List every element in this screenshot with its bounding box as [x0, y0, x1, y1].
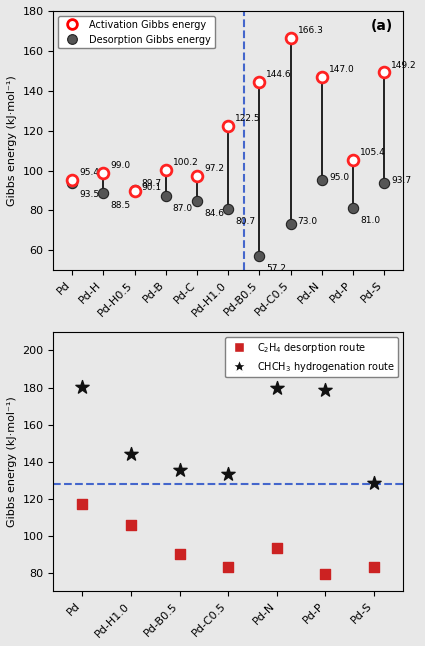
Y-axis label: Gibbs energy (kJ·mol⁻¹): Gibbs energy (kJ·mol⁻¹) — [7, 75, 17, 206]
Activation Gibbs energy — [69, 174, 76, 185]
Desorption Gibbs energy — [256, 251, 263, 261]
C$_2$H$_4$ desorption route — [322, 568, 329, 579]
C$_2$H$_4$ desorption route — [371, 562, 377, 572]
Desorption Gibbs energy — [194, 196, 201, 206]
Text: (b): (b) — [370, 340, 393, 354]
Activation Gibbs energy — [162, 165, 169, 175]
Legend: Activation Gibbs energy, Desorption Gibbs energy: Activation Gibbs energy, Desorption Gibb… — [58, 16, 215, 48]
Activation Gibbs energy — [194, 171, 201, 182]
Activation Gibbs energy — [350, 154, 357, 165]
Legend: C$_2$H$_4$ desorption route, CHCH$_3$ hydrogenation route: C$_2$H$_4$ desorption route, CHCH$_3$ hy… — [225, 337, 398, 377]
Text: 147.0: 147.0 — [329, 65, 354, 74]
C$_2$H$_4$ desorption route — [128, 519, 134, 530]
Desorption Gibbs energy — [318, 175, 325, 185]
CHCH$_3$ hydrogenation route — [322, 385, 329, 395]
Activation Gibbs energy — [100, 167, 107, 178]
Text: 95.0: 95.0 — [329, 173, 349, 182]
Activation Gibbs energy — [287, 33, 294, 43]
Text: 87.0: 87.0 — [173, 204, 193, 213]
C$_2$H$_4$ desorption route — [176, 549, 183, 559]
Text: (a): (a) — [371, 19, 393, 33]
Text: 99.0: 99.0 — [110, 161, 130, 170]
CHCH$_3$ hydrogenation route — [128, 449, 134, 459]
Text: 88.5: 88.5 — [110, 202, 130, 211]
Text: 144.6: 144.6 — [266, 70, 292, 79]
Text: 95.4: 95.4 — [79, 168, 99, 177]
Text: 100.2: 100.2 — [173, 158, 198, 167]
CHCH$_3$ hydrogenation route — [225, 468, 232, 479]
Text: 81.0: 81.0 — [360, 216, 380, 225]
Desorption Gibbs energy — [69, 178, 76, 189]
Text: 105.4: 105.4 — [360, 148, 386, 157]
Text: 122.5: 122.5 — [235, 114, 261, 123]
Text: 97.2: 97.2 — [204, 164, 224, 173]
Text: 93.7: 93.7 — [391, 176, 411, 185]
Desorption Gibbs energy — [100, 188, 107, 198]
Text: 73.0: 73.0 — [298, 217, 318, 226]
Desorption Gibbs energy — [287, 219, 294, 229]
Text: 57.2: 57.2 — [266, 264, 286, 273]
Desorption Gibbs energy — [131, 185, 138, 196]
Activation Gibbs energy — [131, 186, 138, 196]
Text: 166.3: 166.3 — [298, 26, 323, 36]
CHCH$_3$ hydrogenation route — [371, 478, 377, 488]
Text: 80.7: 80.7 — [235, 217, 255, 226]
Desorption Gibbs energy — [350, 203, 357, 214]
C$_2$H$_4$ desorption route — [79, 499, 86, 509]
Y-axis label: Gibbs energy (kJ·mol⁻¹): Gibbs energy (kJ·mol⁻¹) — [7, 396, 17, 527]
C$_2$H$_4$ desorption route — [273, 543, 280, 553]
C$_2$H$_4$ desorption route — [225, 562, 232, 572]
Text: 149.2: 149.2 — [391, 61, 417, 70]
CHCH$_3$ hydrogenation route — [79, 381, 86, 391]
Desorption Gibbs energy — [381, 178, 388, 188]
Activation Gibbs energy — [225, 120, 232, 130]
Text: 90.1: 90.1 — [142, 183, 162, 192]
Desorption Gibbs energy — [225, 204, 232, 214]
Activation Gibbs energy — [318, 72, 325, 82]
Text: 93.5: 93.5 — [79, 190, 99, 199]
Desorption Gibbs energy — [162, 191, 169, 202]
Activation Gibbs energy — [381, 67, 388, 78]
CHCH$_3$ hydrogenation route — [273, 383, 280, 393]
CHCH$_3$ hydrogenation route — [176, 464, 183, 475]
Text: 89.7: 89.7 — [142, 180, 162, 188]
Text: 84.6: 84.6 — [204, 209, 224, 218]
Activation Gibbs energy — [256, 76, 263, 87]
